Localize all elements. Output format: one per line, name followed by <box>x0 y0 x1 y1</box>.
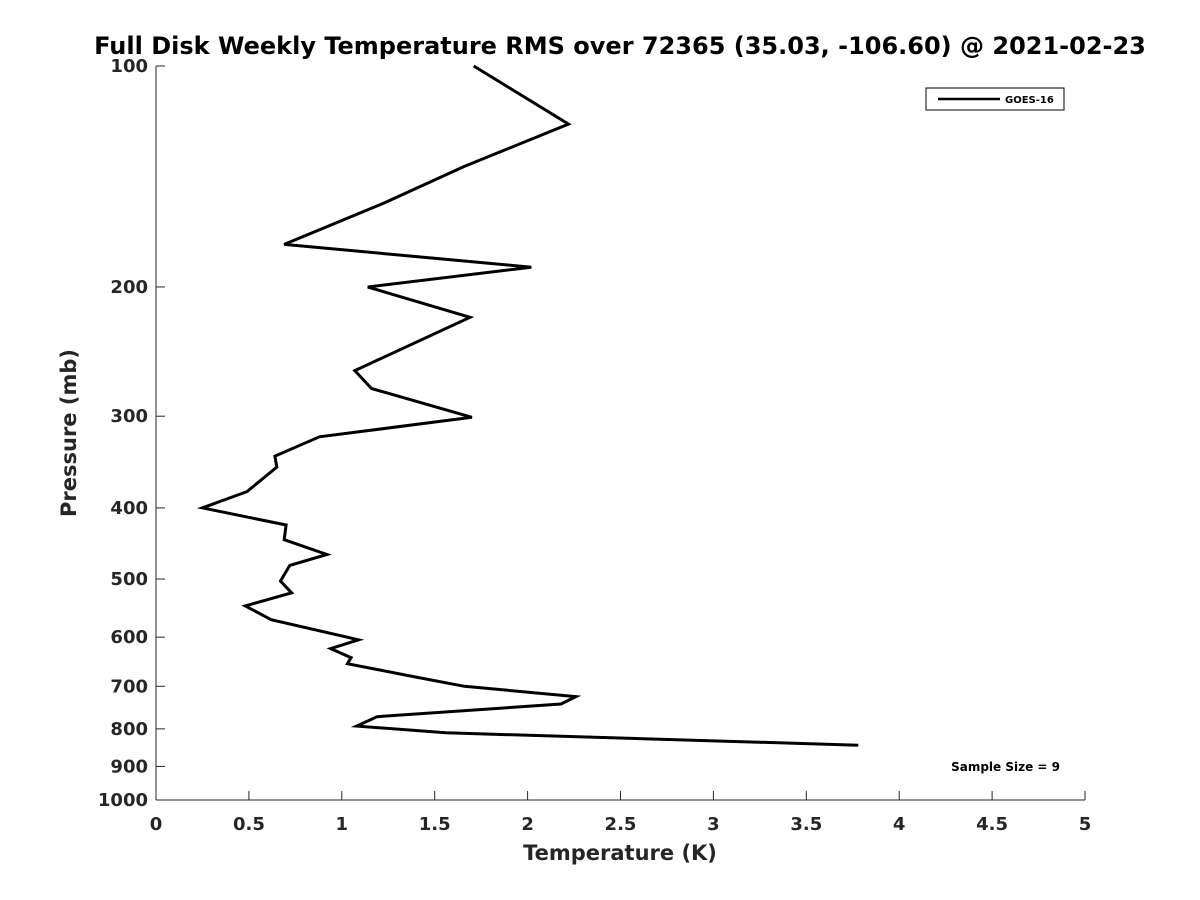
sample-size-annotation: Sample Size = 9 <box>951 760 1060 774</box>
x-tick-label: 4 <box>893 814 906 835</box>
series-layer <box>196 64 859 747</box>
legend-entry-goes-16: GOES-16 <box>1005 95 1054 106</box>
x-axis-label: Temperature (K) <box>523 841 717 865</box>
x-tick-label: 1.5 <box>419 814 451 835</box>
y-tick-label: 300 <box>110 406 148 427</box>
x-tick-label: 0.5 <box>233 814 265 835</box>
y-axis-label: Pressure (mb) <box>57 349 81 517</box>
y-tick-label: 700 <box>110 676 148 697</box>
y-tick-label: 900 <box>110 756 148 777</box>
x-tick-label: 3.5 <box>790 814 822 835</box>
x-tick-label: 2 <box>521 814 534 835</box>
y-tick-label: 100 <box>110 56 148 77</box>
y-axis-ticks: 100 200 300 400 500 600 700 800 900 1000 <box>98 56 165 811</box>
x-tick-label: 1 <box>336 814 349 835</box>
x-tick-label: 4.5 <box>976 814 1008 835</box>
y-tick-label: 500 <box>110 569 148 590</box>
x-tick-label: 0 <box>150 814 163 835</box>
plot-area <box>155 66 1085 801</box>
x-tick-label: 2.5 <box>605 814 637 835</box>
y-tick-label: 600 <box>110 627 148 648</box>
x-tick-label: 5 <box>1079 814 1092 835</box>
legend: GOES-16 <box>925 87 1065 111</box>
series-line-goes-16 <box>196 64 859 747</box>
y-tick-label: 400 <box>110 498 148 519</box>
y-tick-label: 200 <box>110 277 148 298</box>
y-tick-label: 800 <box>110 719 148 740</box>
x-tick-label: 3 <box>707 814 720 835</box>
chart-title: Full Disk Weekly Temperature RMS over 72… <box>94 32 1146 60</box>
x-axis-ticks: 0 0.5 1 1.5 2 2.5 3 3.5 4 4.5 5 <box>150 791 1092 835</box>
y-tick-label: 1000 <box>98 790 148 811</box>
